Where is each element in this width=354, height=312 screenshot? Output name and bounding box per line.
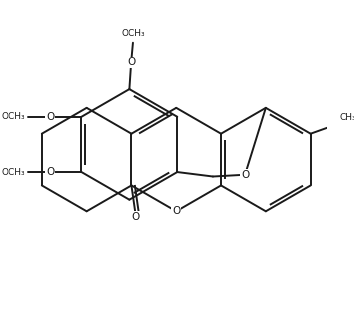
Text: O: O	[127, 57, 135, 67]
Text: O: O	[132, 212, 140, 222]
Text: O: O	[172, 206, 181, 216]
Text: OCH₃: OCH₃	[2, 168, 25, 177]
Text: OCH₃: OCH₃	[2, 112, 25, 121]
Text: OCH₃: OCH₃	[121, 29, 145, 38]
Text: O: O	[241, 170, 249, 180]
Text: CH₃: CH₃	[339, 113, 354, 122]
Text: O: O	[46, 112, 55, 122]
Text: O: O	[46, 167, 55, 177]
